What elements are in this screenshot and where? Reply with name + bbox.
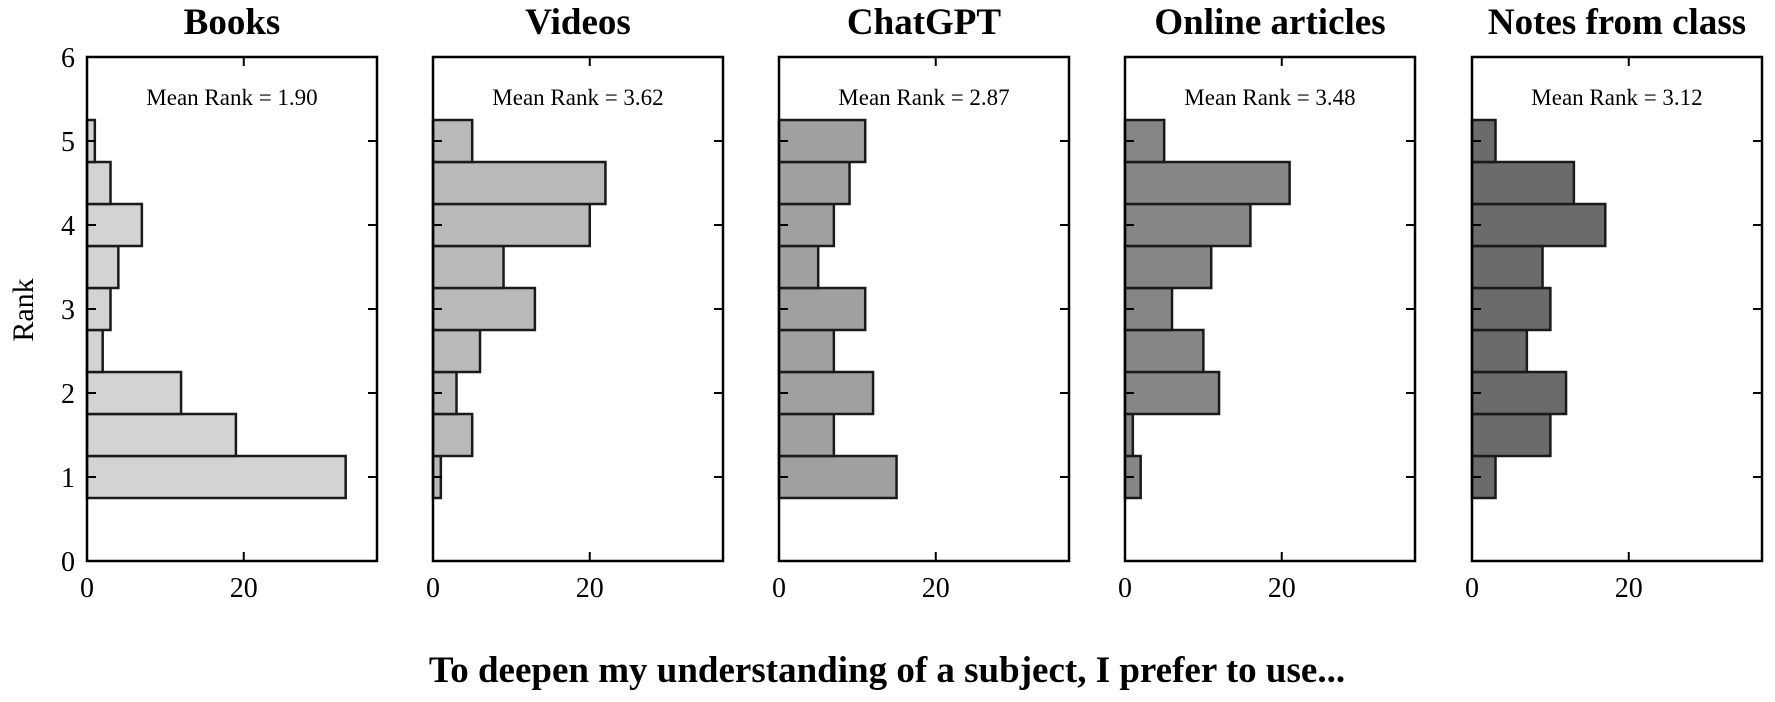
- videos-x-tick-label: 0: [426, 573, 440, 604]
- videos-bar: [431, 202, 592, 248]
- notes-from-class-bar: [1470, 328, 1529, 374]
- videos-mean-rank-annotation: Mean Rank = 3.62: [492, 85, 663, 110]
- books-bar: [85, 454, 347, 500]
- videos-bar: [431, 286, 537, 332]
- online-articles-bar: [1123, 370, 1221, 416]
- y-tick-label: 1: [61, 463, 75, 494]
- books-bar: [85, 370, 183, 416]
- books-x-tick-label: 0: [80, 573, 94, 604]
- chatgpt-panel-title: ChatGPT: [847, 2, 1002, 43]
- chatgpt-x-tick-label: 0: [772, 573, 786, 604]
- chatgpt-bar: [777, 454, 898, 500]
- online-articles-mean-rank-annotation: Mean Rank = 3.48: [1184, 85, 1355, 110]
- online-articles-bar: [1123, 328, 1205, 374]
- notes-from-class-panel-title: Notes from class: [1488, 2, 1746, 43]
- notes-from-class-bar: [1470, 412, 1552, 458]
- y-axis-label: Rank: [7, 278, 40, 341]
- books-bar: [85, 412, 238, 458]
- videos-x-tick-label: 20: [576, 573, 604, 604]
- books-mean-rank-annotation: Mean Rank = 1.90: [146, 85, 317, 110]
- online-articles-bar: [1123, 160, 1291, 206]
- notes-from-class-bar: [1470, 286, 1552, 332]
- books-bar: [85, 244, 120, 290]
- y-tick-label: 6: [61, 43, 75, 74]
- videos-bar: [431, 160, 607, 206]
- chatgpt-mean-rank-annotation: Mean Rank = 2.87: [838, 85, 1009, 110]
- chatgpt-bar: [777, 412, 836, 458]
- y-tick-label: 5: [61, 127, 75, 158]
- videos-bar: [431, 412, 474, 458]
- notes-from-class-bar: [1470, 160, 1576, 206]
- notes-from-class-x-tick-label: 0: [1465, 573, 1479, 604]
- y-tick-label: 4: [61, 211, 75, 242]
- books-bar: [85, 202, 144, 248]
- videos-panel-title: Videos: [525, 2, 631, 43]
- notes-from-class-bar: [1470, 244, 1544, 290]
- chatgpt-bar: [777, 118, 867, 164]
- books-bar: [85, 328, 104, 374]
- online-articles-bar: [1123, 244, 1213, 290]
- notes-from-class-bar: [1470, 370, 1568, 416]
- chatgpt-bar: [777, 160, 851, 206]
- figure-x-axis-label: To deepen my understanding of a subject,…: [429, 650, 1345, 691]
- chatgpt-bar: [777, 370, 875, 416]
- y-tick-label: 0: [61, 547, 75, 578]
- books-panel-title: Books: [184, 2, 281, 43]
- books-bar: [85, 160, 112, 206]
- notes-from-class-x-tick-label: 20: [1615, 573, 1643, 604]
- online-articles-x-tick-label: 0: [1118, 573, 1132, 604]
- books-x-tick-label: 20: [230, 573, 258, 604]
- chatgpt-bar: [777, 244, 820, 290]
- notes-from-class-bar: [1470, 202, 1607, 248]
- videos-bar: [431, 328, 482, 374]
- chatgpt-bar: [777, 328, 836, 374]
- online-articles-bar: [1123, 202, 1252, 248]
- chatgpt-bar: [777, 286, 867, 332]
- online-articles-x-tick-label: 20: [1268, 573, 1296, 604]
- y-tick-label: 3: [61, 295, 75, 326]
- chatgpt-x-tick-label: 20: [922, 573, 950, 604]
- notes-from-class-mean-rank-annotation: Mean Rank = 3.12: [1531, 85, 1702, 110]
- y-tick-label: 2: [61, 379, 75, 410]
- online-articles-panel-title: Online articles: [1154, 2, 1385, 43]
- videos-bar: [431, 244, 505, 290]
